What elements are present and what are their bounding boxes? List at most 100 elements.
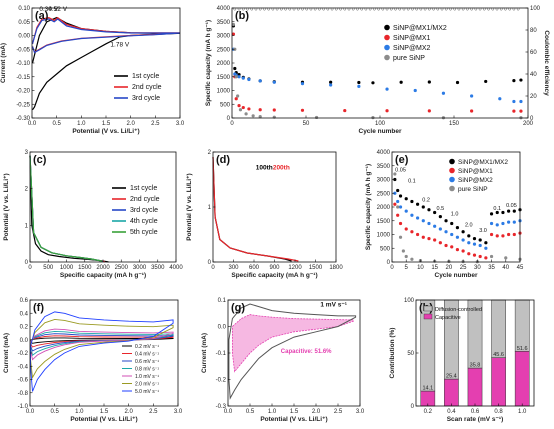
- panel-label: (e): [395, 154, 409, 166]
- efficiency-point: [436, 7, 440, 11]
- data-point: [484, 256, 488, 260]
- data-point: [489, 212, 494, 216]
- data-point: [421, 205, 425, 209]
- efficiency-point: [512, 7, 516, 11]
- x-tick-label: 2.5: [151, 121, 160, 127]
- bar-diffusion: [514, 299, 530, 352]
- cv-curve: [30, 328, 174, 361]
- annotation: 200th: [273, 165, 290, 172]
- annotation: 0.1: [493, 206, 501, 212]
- efficiency-point: [449, 7, 452, 11]
- y-tick-label: -0.2: [216, 378, 227, 384]
- x-axis-label: Potential (V vs. Li/Li⁺): [70, 416, 137, 423]
- data-point: [401, 249, 405, 253]
- legend-entry: 5.0 mV s⁻¹: [135, 389, 159, 395]
- data-point: [300, 82, 305, 86]
- legend-entry: SiNP@MX1/MX2: [458, 159, 508, 166]
- data-point: [495, 234, 499, 238]
- efficiency-point: [267, 7, 270, 11]
- data-point: [300, 108, 305, 112]
- y2-tick-label: 80: [530, 28, 537, 34]
- y-tick-label: 1000: [377, 233, 391, 239]
- annotation: 1.78 V: [110, 42, 129, 49]
- x-tick-label: 0.4: [447, 409, 456, 415]
- data-point: [450, 221, 454, 226]
- legend-entry: 3rd cycle: [130, 207, 158, 214]
- data-point: [472, 242, 477, 246]
- y-tick-label: 2: [208, 150, 212, 156]
- data-point: [371, 81, 375, 85]
- data-point: [427, 221, 431, 226]
- y-axis-label: Current (mA): [0, 43, 7, 83]
- y-tick-label: 0.00: [18, 34, 30, 40]
- x-tick-label: 3500: [151, 265, 165, 271]
- bar-value-label: 51.6: [517, 346, 528, 352]
- efficiency-point: [250, 7, 254, 11]
- legend-marker: [449, 185, 455, 192]
- efficiency-point: [254, 7, 258, 11]
- x-tick-label: 1.0: [75, 409, 84, 415]
- data-point: [489, 232, 494, 237]
- panel-b: 0 50 100 150 2000500100015002000250030003500…: [205, 6, 550, 135]
- data-point: [357, 80, 361, 85]
- data-point: [455, 248, 460, 252]
- efficiency-point: [334, 7, 338, 11]
- y-tick-label: 3000: [377, 178, 391, 184]
- series-line: [29, 155, 109, 263]
- bar-capacitive: [514, 351, 530, 407]
- total-cv-curve: [228, 303, 357, 400]
- panel-label: (g): [231, 302, 245, 314]
- bar-capacitive: [491, 357, 506, 407]
- legend-marker: [449, 167, 455, 174]
- data-point: [385, 109, 389, 113]
- x-tick-label: 2.5: [334, 409, 343, 415]
- legend-entry: pure SiNP: [458, 186, 488, 193]
- x-tick-label: 3.0: [176, 121, 185, 127]
- x-tick-label: 2.0: [126, 121, 135, 127]
- efficiency-point: [377, 7, 380, 11]
- data-point: [244, 112, 248, 116]
- data-point: [478, 254, 482, 259]
- x-tick-label: 15: [431, 265, 438, 271]
- series-line: [31, 18, 181, 54]
- data-point: [236, 94, 240, 98]
- legend-entry: 1st cycle: [130, 185, 157, 192]
- efficiency-point: [292, 7, 296, 11]
- y-tick-label: -0.8: [18, 391, 29, 397]
- y-tick-label: 3000: [217, 34, 231, 40]
- efficiency-point: [356, 7, 359, 11]
- annotation: 0.5: [437, 206, 445, 212]
- data-point: [410, 199, 414, 204]
- data-point: [251, 114, 255, 118]
- legend-marker: [384, 34, 390, 41]
- efficiency-point: [309, 7, 313, 11]
- efficiency-point: [296, 7, 300, 11]
- legend-entry: Diffusion-controlled: [435, 307, 482, 313]
- data-point: [258, 108, 262, 112]
- data-point: [399, 80, 403, 84]
- legend-entry: pure SiNP: [393, 55, 425, 62]
- efficiency-point: [284, 7, 287, 11]
- efficiency-point: [406, 7, 410, 11]
- data-point: [438, 215, 442, 219]
- legend-entry: 0.2 mV s⁻¹: [135, 344, 159, 350]
- data-point: [501, 234, 505, 238]
- y-tick-label: 4000: [377, 150, 391, 156]
- y-tick-label: -1.0: [18, 404, 29, 410]
- legend-marker: [384, 54, 390, 61]
- data-point: [427, 237, 431, 241]
- y-tick-label: 500: [380, 246, 391, 252]
- annotation: 1.0: [451, 211, 459, 217]
- efficiency-point: [508, 7, 512, 11]
- y-axis-label: Current (mA): [3, 333, 10, 373]
- data-point: [427, 208, 431, 212]
- efficiency-point: [432, 7, 435, 11]
- y-tick-label: 1500: [217, 75, 231, 81]
- efficiency-point: [466, 7, 469, 11]
- y-tick-label: -0.2: [18, 351, 29, 357]
- x-tick-label: 500: [43, 265, 54, 271]
- legend-swatch: [423, 313, 433, 320]
- y-tick-label: -0.30: [16, 116, 30, 122]
- data-point: [512, 99, 516, 104]
- x-tick-label: 2.0: [312, 409, 321, 415]
